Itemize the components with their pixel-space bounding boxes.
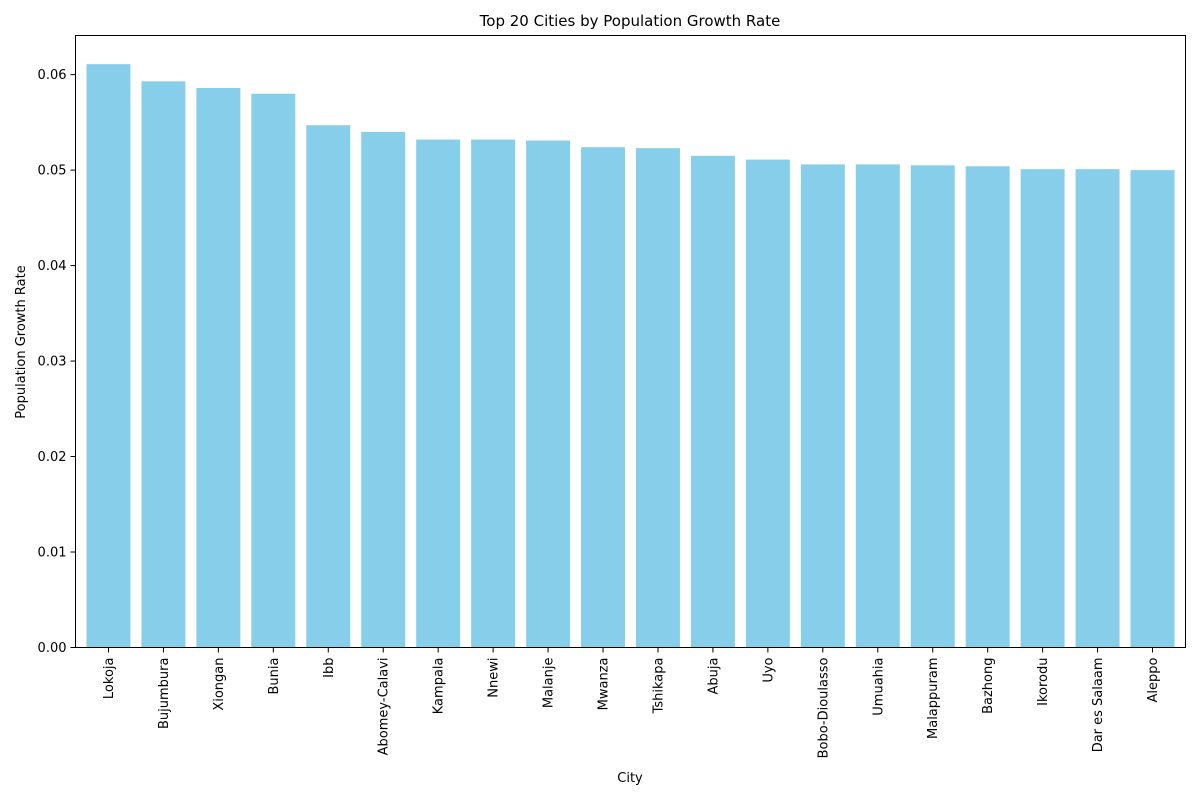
y-tick-label: 0.03 [38, 355, 67, 370]
bar-ikorodu [1020, 169, 1065, 648]
x-tick-label: Malanje [542, 658, 557, 709]
y-tick-label: 0.01 [38, 546, 67, 561]
y-axis-ticks: 0.00 0.01 0.02 0.03 0.04 0.05 0.06 [38, 68, 76, 656]
bar-lokoja [86, 64, 131, 648]
x-tick-label: Aleppo [1146, 657, 1161, 702]
x-tick-label: Xiongan [212, 658, 227, 711]
x-tick-label: Bazhong [981, 658, 996, 714]
y-tick-label: 0.06 [38, 68, 67, 83]
x-tick-label: Abuja [706, 658, 721, 695]
y-tick-label: 0.00 [38, 641, 67, 656]
bar-umuahia [855, 164, 900, 648]
x-tick-label: Umuahia [871, 658, 886, 716]
x-tick-label: Malappuram [926, 658, 941, 739]
x-tick-label: Bunia [267, 658, 282, 695]
bar-bazhong [965, 166, 1010, 648]
x-tick-label: Bobo-Dioulasso [816, 657, 831, 758]
bar-abuja [690, 155, 735, 648]
x-tick-label: Ibb [322, 658, 337, 678]
x-tick-label: Uyo [761, 657, 776, 682]
x-tick-label: Abomey-Calavi [377, 658, 392, 756]
y-axis-label: Population Growth Rate [14, 265, 29, 418]
bar-tshikapa [635, 148, 680, 648]
x-tick-label: Dar es Salaam [1091, 658, 1106, 753]
bar-abomey-calavi [361, 131, 406, 648]
bar-aleppo [1130, 170, 1175, 648]
x-tick-label: Mwanza [597, 658, 612, 711]
bar-mwanza [581, 147, 626, 648]
y-tick-label: 0.04 [38, 259, 67, 274]
x-tick-label: Lokoja [102, 658, 117, 700]
x-axis-label: City [617, 771, 643, 786]
bar-bunia [251, 93, 296, 648]
x-tick-label: Ikorodu [1036, 658, 1051, 706]
x-tick-label: Nnewi [487, 658, 502, 698]
x-tick-label: Tshikapa [651, 658, 666, 715]
x-tick-label: Bujumbura [157, 658, 172, 729]
bar-kampala [416, 139, 461, 648]
bar-malanje [526, 140, 571, 648]
bars [86, 64, 1175, 648]
bar-bobo-dioulasso [800, 164, 845, 648]
bar-bujumbura [141, 81, 186, 648]
bar-nnewi [471, 139, 516, 648]
x-tick-label: Kampala [432, 658, 447, 715]
x-axis-ticks: Lokoja Bujumbura Xiongan Bunia Ibb Abomey-Cal… [102, 647, 1161, 758]
bar-xiongan [196, 88, 241, 648]
bar-uyo [745, 159, 790, 648]
bar-dar-es-salaam [1075, 169, 1120, 648]
bar-malappuram [910, 165, 955, 648]
bar-ibb [306, 125, 351, 648]
y-tick-label: 0.02 [38, 450, 67, 465]
plot-frame [75, 35, 1186, 648]
y-tick-label: 0.05 [38, 164, 67, 179]
chart-title: Top 20 Cities by Population Growth Rate [479, 12, 781, 30]
